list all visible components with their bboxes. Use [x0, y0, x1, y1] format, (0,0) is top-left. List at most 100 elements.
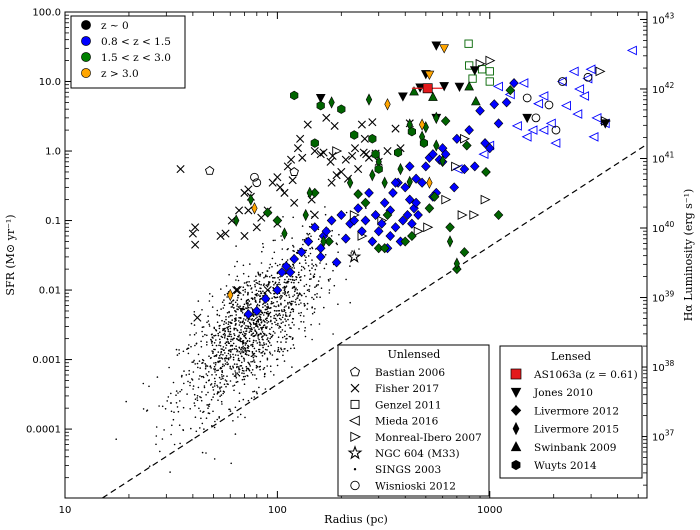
sings-point [278, 317, 281, 320]
fisher-2017-point [193, 313, 202, 322]
sings-point [229, 380, 232, 382]
mieda-2016-point [579, 91, 590, 101]
mieda-2016-point [527, 125, 538, 135]
sings-point [236, 305, 238, 307]
sings-point [158, 405, 160, 407]
sings-point [247, 354, 250, 357]
sings-point [303, 285, 306, 287]
sings-point [267, 305, 269, 308]
sings-point [258, 348, 260, 351]
sings-point [273, 277, 275, 279]
sings-point [228, 335, 231, 338]
sings-point [317, 280, 320, 282]
sings-point [282, 350, 284, 353]
sings-point [311, 223, 313, 225]
sings-point [240, 331, 243, 334]
sings-point [229, 327, 232, 330]
sings-point [202, 361, 204, 364]
sings-point [207, 407, 209, 410]
sings-point [226, 363, 229, 366]
sings-point [320, 287, 323, 290]
sings-point [261, 250, 263, 253]
x-stroke [287, 155, 296, 164]
sings-point [292, 249, 294, 252]
sings-point [297, 274, 300, 276]
sings-point [235, 323, 237, 326]
livermore-2012-point [367, 236, 378, 247]
sings-point [308, 290, 311, 293]
sings-point [237, 354, 239, 357]
fisher-2017-point [221, 229, 230, 238]
swinbank-2009-point [470, 96, 481, 106]
sings-point [242, 351, 245, 353]
livermore-2012-point [469, 161, 480, 172]
sings-point [323, 306, 325, 309]
livermore-2012-1-5-z-3-point [400, 236, 411, 247]
wuyts-2014-point [337, 104, 346, 114]
wuyts-2014-point [374, 164, 383, 174]
sings-point [244, 327, 246, 329]
sings-point [253, 396, 256, 398]
sings-point [234, 318, 237, 321]
sings-point [289, 302, 292, 305]
legend-unlensed-label: Mieda 2016 [375, 416, 439, 428]
livermore-2012-point [385, 230, 396, 242]
sings-point [270, 320, 272, 323]
x-stroke [263, 285, 272, 295]
y2-tick-exponent: 38 [665, 359, 675, 368]
sings-point [254, 334, 257, 336]
sings-point [170, 410, 173, 413]
sings-point [227, 340, 229, 343]
sings-point [236, 260, 238, 263]
livermore-2012-point [398, 215, 408, 226]
sings-point [271, 277, 274, 279]
sings-point [297, 295, 299, 297]
sings-point [253, 347, 256, 350]
sings-point [189, 384, 191, 387]
sings-point [234, 370, 236, 372]
sings-point [302, 239, 304, 241]
sings-point [263, 342, 265, 344]
legend-redshift-marker [81, 36, 91, 46]
mieda-2016-point [626, 45, 637, 56]
sings-point [236, 308, 238, 310]
fisher-2017-point [391, 124, 400, 133]
jones-2010-point [600, 119, 611, 129]
sings-point [195, 342, 198, 345]
sings-point [234, 406, 237, 409]
legend-redshift: z ∼ 0 0.8 < z < 1.5 1.5 < z < 3.0 z > 3.0 [70, 15, 186, 89]
sings-point [273, 305, 276, 307]
sings-point [211, 333, 213, 336]
sings-point [298, 303, 300, 306]
livermore-2015-point [233, 214, 240, 227]
sings-point [263, 367, 266, 369]
sings-point [270, 306, 272, 309]
as1063a-z-0-61-point [422, 83, 433, 94]
sings-point [250, 397, 253, 400]
livermore-2015-point [453, 257, 460, 270]
fisher-2017-point [319, 148, 328, 157]
livermore-2012-1-5-z-3-point [429, 191, 440, 202]
sings-point [272, 330, 275, 333]
livermore-2012-point [413, 209, 423, 221]
sings-point [161, 405, 164, 408]
sings-point [274, 350, 276, 352]
sings-point [275, 323, 277, 326]
sings-point [281, 258, 284, 261]
sings-point [300, 320, 302, 323]
sings-point [295, 278, 298, 281]
sings-point [225, 380, 228, 382]
sings-point [262, 242, 264, 245]
sings-point [227, 352, 230, 355]
sings-point [233, 347, 236, 350]
sings-point [257, 337, 260, 339]
sings-point [291, 237, 293, 239]
sings-point [290, 308, 293, 311]
sings-point [194, 416, 197, 419]
sings-point [208, 371, 210, 373]
sings-point [192, 361, 195, 363]
sings-point [288, 307, 290, 309]
sings-point [240, 317, 242, 319]
legend-redshift-marker [81, 20, 91, 30]
sings-point [248, 331, 251, 334]
